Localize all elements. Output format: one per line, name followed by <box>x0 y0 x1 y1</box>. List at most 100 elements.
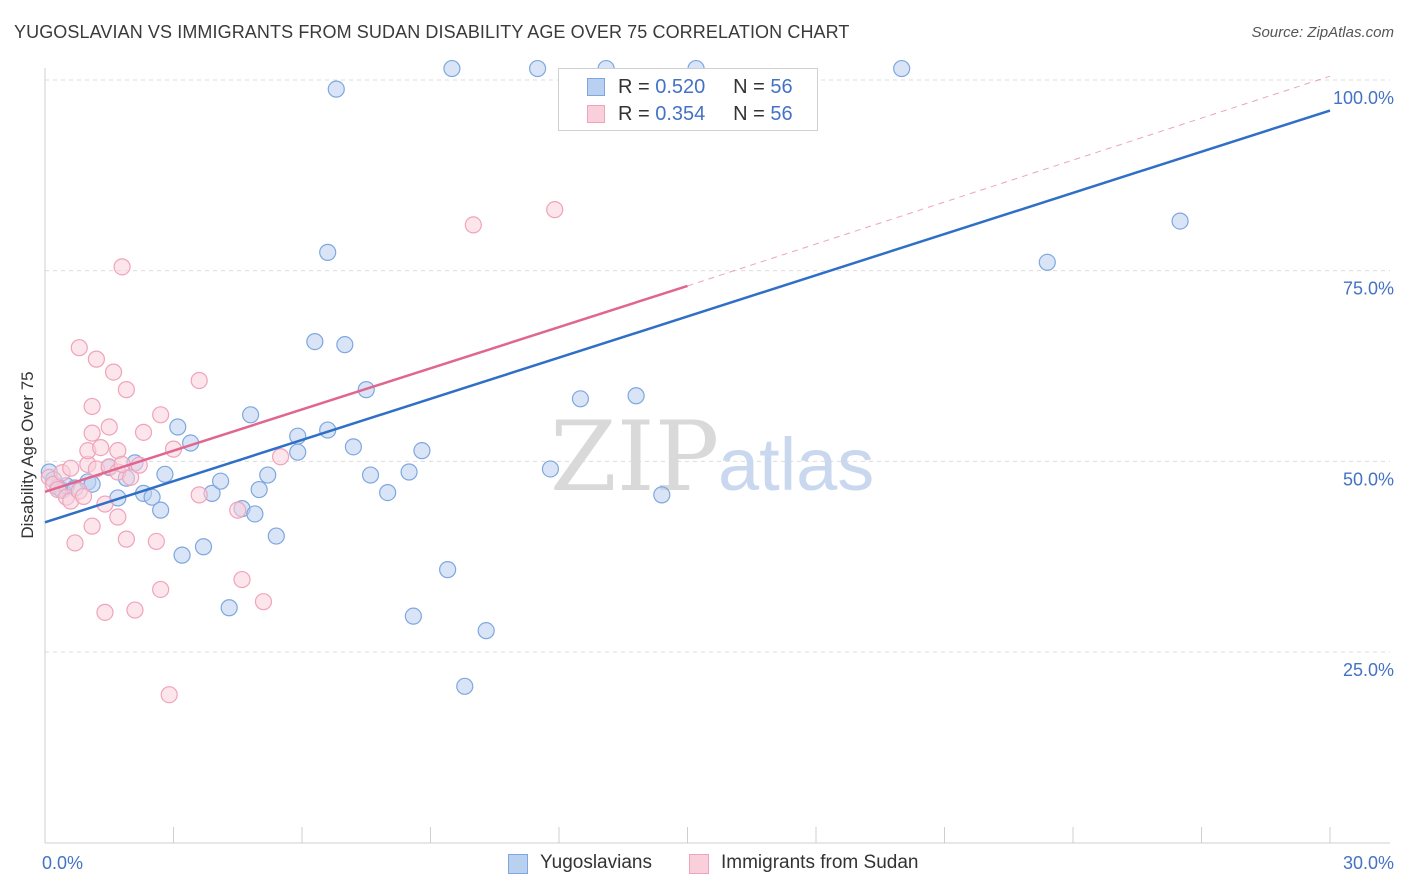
yugoslavian-point <box>242 406 260 424</box>
yugoslavian-point <box>379 484 397 502</box>
series-label-yugoslavians: Yugoslavians <box>540 852 652 873</box>
sudan-point <box>100 418 118 436</box>
axes <box>44 68 1390 844</box>
chart-source: Source: ZipAtlas.com <box>1251 24 1394 41</box>
sudan-point <box>152 406 170 424</box>
yugoslavian-point <box>344 438 362 456</box>
sudan-point <box>83 397 101 416</box>
trend-lines <box>44 75 1331 524</box>
yugoslavian-point <box>152 501 170 519</box>
legend-n-value: 56 <box>770 76 793 98</box>
sudan-point <box>96 603 114 621</box>
sudan-point <box>83 517 101 535</box>
sudan-point <box>66 534 84 552</box>
legend-n-label: N = <box>733 103 765 125</box>
yugoslavian-point <box>306 332 324 351</box>
legend-text-sudan: R = 0.354 N = 56 <box>618 103 793 126</box>
watermark-atlas: atlas <box>718 423 874 506</box>
tick-labels: 25.0% 50.0% 75.0% 100.0% 0.0% 30.0% <box>42 88 1394 873</box>
sudan-point <box>104 363 123 381</box>
yugoslavian-point <box>194 538 213 556</box>
yugoslavian-point <box>1171 212 1189 230</box>
yugoslavian-trend-line <box>44 109 1331 524</box>
sudan-point <box>152 580 170 599</box>
yugoslavian-point <box>267 527 285 545</box>
legend-text-yugoslavians: R = 0.520 N = 56 <box>618 76 793 99</box>
yugoslavian-point <box>361 466 380 484</box>
legend-swatch-sudan <box>587 105 605 123</box>
sudan-point <box>62 459 80 477</box>
sudan-point <box>271 448 290 466</box>
data-points <box>40 59 1189 704</box>
sudan-point <box>83 424 101 442</box>
sudan-point <box>122 468 140 486</box>
yugoslavian-point <box>413 442 431 460</box>
yugoslavian-point <box>327 80 345 98</box>
yugoslavian-point <box>653 486 671 504</box>
chart-title: YUGOSLAVIAN VS IMMIGRANTS FROM SUDAN DIS… <box>14 22 850 42</box>
sudan-point <box>70 339 88 357</box>
yugoslavian-point <box>893 59 911 78</box>
sudan-point <box>190 486 208 504</box>
yugoslavian-point <box>259 466 277 484</box>
sudan-point <box>117 530 135 548</box>
yugoslavian-point <box>319 243 337 261</box>
legend-r-value: 0.520 <box>655 76 706 98</box>
yugoslavian-point <box>173 546 191 564</box>
yugoslavian-point <box>289 443 307 461</box>
legend-n-label: N = <box>733 76 765 98</box>
legend-r-label: R = <box>618 76 650 98</box>
sudan-point <box>92 439 110 457</box>
sudan-point <box>87 350 106 368</box>
correlation-legend: R = 0.520 N = 56 R = 0.354 N = 56 <box>558 68 818 131</box>
sudan-point <box>464 216 482 234</box>
yugoslavian-point <box>336 336 354 354</box>
sudan-point <box>113 258 131 276</box>
sudan-trend-extension <box>687 75 1331 287</box>
legend-r-label: R = <box>618 103 650 125</box>
sudan-point <box>134 423 153 441</box>
x-tick-label: 30.0% <box>1343 853 1394 873</box>
yugoslavian-point <box>400 463 418 481</box>
yugoslavian-point <box>246 505 264 523</box>
yugoslavian-point <box>571 390 590 408</box>
watermark-zip: ZIP <box>550 401 719 513</box>
yugoslavian-point <box>443 59 461 78</box>
yugoslavian-point <box>220 599 238 617</box>
yugoslavian-point <box>404 607 422 625</box>
legend-n-value: 56 <box>770 103 793 125</box>
y-tick-label: 100.0% <box>1333 88 1394 108</box>
yugoslavian-point <box>169 418 187 436</box>
sudan-trend-line <box>44 284 688 494</box>
yugoslavian-point <box>477 622 495 640</box>
series-label-sudan: Immigrants from Sudan <box>721 852 919 873</box>
sudan-point <box>117 381 135 399</box>
sudan-point <box>74 487 93 506</box>
sudan-point <box>229 501 247 519</box>
sudan-point <box>109 508 127 526</box>
yugoslavian-point <box>156 465 174 483</box>
series-swatch-yugoslavians <box>508 854 528 874</box>
yugoslavian-point <box>528 59 547 78</box>
yugoslavian-point <box>439 561 457 579</box>
sudan-point <box>190 371 208 390</box>
sudan-point <box>160 686 178 704</box>
watermark: ZIP atlas <box>550 401 874 513</box>
legend-r-value: 0.354 <box>655 103 706 125</box>
yugoslavian-point <box>541 460 560 478</box>
sudan-point <box>233 570 251 589</box>
sudan-point <box>254 593 273 611</box>
sudan-point <box>126 601 144 619</box>
yugoslavian-point <box>456 677 474 695</box>
series-swatch-sudan <box>689 854 709 874</box>
y-tick-label: 50.0% <box>1343 469 1394 489</box>
legend-swatch-yugoslavians <box>587 78 605 96</box>
x-tick-label: 0.0% <box>42 853 83 873</box>
sudan-point <box>147 532 165 551</box>
yugoslavian-point <box>250 480 268 499</box>
sudan-point <box>546 201 564 219</box>
gridlines <box>45 79 1390 653</box>
yugoslavian-point <box>1038 253 1056 271</box>
yugoslavian-point <box>212 472 230 490</box>
yugoslavian-point <box>627 387 645 405</box>
